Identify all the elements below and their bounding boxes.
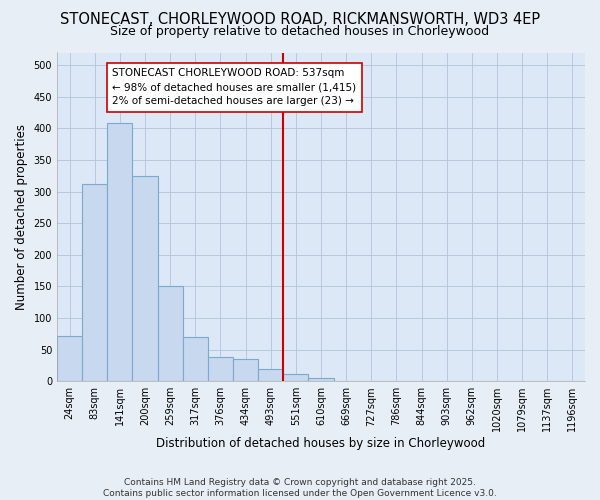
- Bar: [82, 184, 107, 381]
- X-axis label: Distribution of detached houses by size in Chorleywood: Distribution of detached houses by size …: [157, 437, 485, 450]
- Bar: [158, 286, 183, 381]
- Y-axis label: Number of detached properties: Number of detached properties: [15, 124, 28, 310]
- Bar: [283, 374, 308, 381]
- Bar: [183, 337, 208, 381]
- Bar: [233, 359, 258, 381]
- Text: Contains HM Land Registry data © Crown copyright and database right 2025.
Contai: Contains HM Land Registry data © Crown c…: [103, 478, 497, 498]
- Text: STONECAST CHORLEYWOOD ROAD: 537sqm
← 98% of detached houses are smaller (1,415)
: STONECAST CHORLEYWOOD ROAD: 537sqm ← 98%…: [112, 68, 356, 106]
- Bar: [308, 378, 334, 381]
- Bar: [107, 124, 133, 381]
- Bar: [208, 357, 233, 381]
- Bar: [133, 176, 158, 381]
- Bar: [258, 368, 283, 381]
- Text: Size of property relative to detached houses in Chorleywood: Size of property relative to detached ho…: [110, 25, 490, 38]
- Text: STONECAST, CHORLEYWOOD ROAD, RICKMANSWORTH, WD3 4EP: STONECAST, CHORLEYWOOD ROAD, RICKMANSWOR…: [60, 12, 540, 28]
- Bar: [57, 336, 82, 381]
